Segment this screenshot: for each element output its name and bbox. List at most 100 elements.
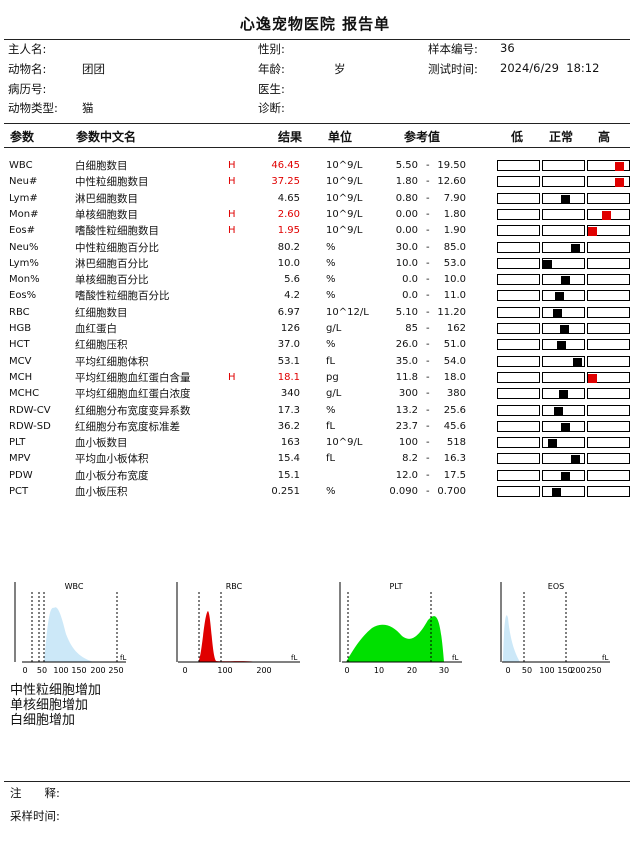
- param-code: RBC: [9, 306, 30, 318]
- table-row: MCH 平均红细胞血红蛋白含量 H 18.1 pg 11.8- 18.0: [0, 371, 630, 387]
- unit: fL: [326, 355, 336, 367]
- rbc-tick-0: 0: [182, 666, 187, 675]
- level-marker: [588, 373, 597, 383]
- doctor-label: 医生:: [258, 82, 285, 96]
- normal-range-box: [542, 371, 585, 383]
- normal-range-box: [542, 486, 585, 497]
- result-value: 10.0: [277, 257, 300, 269]
- param-code: Mon#: [9, 208, 39, 220]
- ref-dash: -: [426, 208, 430, 220]
- param-cn-name: 红细胞数目: [75, 306, 128, 319]
- ref-dash: -: [426, 257, 430, 269]
- ref-dash: -: [426, 420, 430, 432]
- plt-histogram: PLT fL 0 10 20 30: [332, 578, 467, 681]
- low-range-box: [497, 388, 540, 400]
- header-divider-bottom: [4, 147, 630, 148]
- param-code: HCT: [9, 339, 30, 351]
- flag-indicator: H: [228, 176, 236, 188]
- level-marker: [552, 488, 561, 497]
- ref-high: 45.6: [443, 420, 466, 432]
- normal-range-box: [542, 323, 585, 334]
- result-value: 80.2: [277, 241, 300, 253]
- normal-range-box: [542, 176, 585, 188]
- table-row: Lym# 淋巴细胞数目 4.65 10^9/L 0.80- 7.90: [0, 192, 630, 208]
- unit: 10^9/L: [326, 208, 363, 220]
- report-title: 心逸宠物医院 报告单: [239, 15, 391, 33]
- result-value: 37.0: [277, 339, 300, 351]
- result-value: 4.2: [284, 290, 300, 302]
- high-range-box: [587, 323, 630, 334]
- low-range-box: [497, 290, 540, 302]
- level-marker: [561, 471, 570, 481]
- normal-range-box: [542, 257, 585, 269]
- plt-tick-2: 20: [407, 666, 417, 675]
- ref-low: 85: [405, 323, 418, 334]
- low-range-box: [497, 257, 540, 269]
- param-code: RDW-SD: [9, 420, 51, 432]
- ref-dash: -: [426, 453, 430, 465]
- ref-dash: -: [426, 323, 430, 334]
- sample-value: 36: [500, 41, 515, 55]
- ref-low: 13.2: [395, 404, 418, 416]
- param-cn-name: 单核细胞百分比: [75, 274, 149, 287]
- level-marker: [615, 162, 624, 171]
- table-row: RDW-CV 红细胞分布宽度变异系数 17.3% 13.2- 25.6: [0, 404, 630, 420]
- result-value: 1.95: [277, 225, 300, 237]
- animal-value: 团团: [82, 62, 105, 76]
- remark-line: 单核细胞增加: [10, 698, 89, 713]
- wbc-tick-0: 0: [22, 666, 27, 675]
- level-marker: [560, 325, 569, 334]
- ref-low: 100: [398, 437, 418, 449]
- normal-range-box: [542, 437, 585, 449]
- table-row: Eos% 嗜酸性粒细胞百分比 4.2% 0.0- 11.0: [0, 289, 630, 305]
- normal-range-box: [542, 453, 585, 465]
- level-marker: [602, 210, 611, 220]
- plt-curve: [346, 616, 444, 662]
- low-range-box: [497, 225, 540, 237]
- param-code: PLT: [9, 437, 26, 449]
- param-cn-name: 血红蛋白: [75, 323, 117, 335]
- low-range-box: [497, 355, 540, 367]
- ref-high: 11.0: [443, 290, 466, 302]
- normal-range-box: [542, 208, 585, 220]
- normal-range-box: [542, 339, 585, 351]
- param-code: MPV: [9, 453, 31, 465]
- wbc-curve: [44, 607, 94, 662]
- note-label: 注 释:: [10, 786, 60, 800]
- level-marker: [615, 178, 624, 188]
- ref-high: 19.50: [437, 160, 466, 171]
- high-range-box: [587, 208, 630, 220]
- ref-high: 18.0: [443, 371, 466, 383]
- param-code: Lym%: [9, 257, 39, 269]
- unit: %: [326, 290, 336, 302]
- eos-tick-0: 0: [505, 666, 510, 675]
- normal-range-box: [542, 420, 585, 432]
- plt-tick-1: 10: [374, 666, 384, 675]
- high-range-box: [587, 339, 630, 351]
- eos-histogram: EOS fL 0 50 100 150 200 250: [492, 578, 612, 681]
- plt-unit: fL: [452, 654, 458, 662]
- col-param-cn: 参数中文名: [76, 130, 137, 144]
- unit: %: [326, 257, 336, 269]
- unit: %: [326, 241, 336, 253]
- ref-low: 0.0: [402, 274, 418, 286]
- eos-tick-2: 100: [539, 666, 554, 675]
- ref-dash: -: [426, 176, 430, 188]
- level-marker: [573, 357, 582, 367]
- high-range-box: [587, 274, 630, 286]
- high-range-box: [587, 486, 630, 497]
- level-marker: [559, 390, 568, 400]
- result-value: 126: [280, 323, 300, 334]
- eos-tick-3: 150: [557, 666, 572, 675]
- param-cn-name: 嗜酸性粒细胞百分比: [75, 290, 170, 303]
- param-cn-name: 平均血小板体积: [75, 453, 149, 466]
- unit: %: [326, 339, 336, 351]
- param-cn-name: 血小板数目: [75, 437, 128, 450]
- time-value: 2024/6/29 18:12: [500, 61, 600, 75]
- col-low: 低: [511, 130, 524, 144]
- normal-range-box: [542, 355, 585, 367]
- high-range-box: [587, 257, 630, 269]
- ref-low: 5.10: [395, 306, 418, 318]
- ref-low: 30.0: [395, 241, 418, 253]
- unit: g/L: [326, 323, 342, 334]
